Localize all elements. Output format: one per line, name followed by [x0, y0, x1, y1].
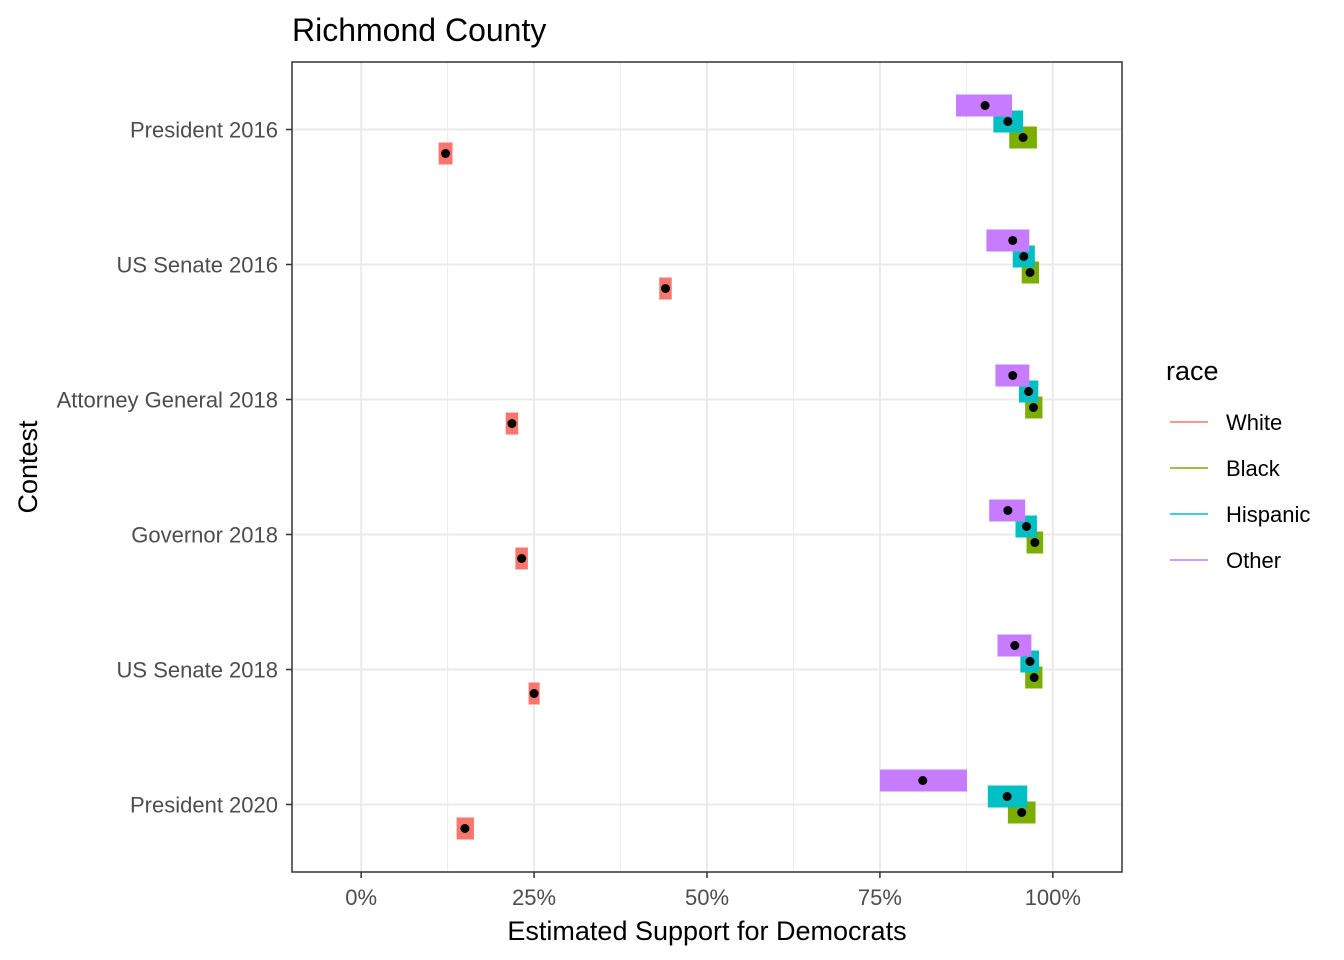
chart-marks	[438, 94, 1044, 840]
y-tick-label: Attorney General 2018	[57, 388, 278, 413]
point-estimate-other	[980, 101, 990, 110]
chart-title: Richmond County	[292, 12, 546, 48]
point-estimate-hispanic	[1024, 387, 1034, 396]
x-tick-label: 100%	[1025, 885, 1081, 910]
y-axis-title: Contest	[13, 420, 43, 514]
point-estimate-other	[1010, 641, 1020, 650]
point-estimate-black	[1025, 268, 1035, 277]
point-estimate-hispanic	[1025, 657, 1035, 666]
x-tick-label: 75%	[858, 885, 902, 910]
point-estimate-black	[1017, 808, 1027, 817]
point-estimate-white	[661, 284, 670, 293]
point-estimate-white	[441, 149, 451, 158]
point-estimate-other	[1008, 236, 1018, 245]
legend: race White Black Hispanic Other	[1166, 356, 1310, 573]
y-tick-label: US Senate 2016	[117, 253, 278, 278]
legend-label-hispanic: Hispanic	[1226, 502, 1310, 527]
point-estimate-black	[1018, 133, 1028, 142]
legend-title: race	[1166, 356, 1219, 386]
x-tick-label: 25%	[512, 885, 556, 910]
axes: 0% 25% 50% 75% 100% President 2016 US Senate 2…	[57, 118, 1081, 911]
legend-label-other: Other	[1226, 548, 1281, 573]
plot-panel	[292, 62, 1122, 872]
point-estimate-white	[529, 689, 539, 698]
x-tick-label: 0%	[345, 885, 377, 910]
point-estimate-white	[460, 824, 470, 833]
point-estimate-other	[1003, 506, 1013, 515]
y-tick-label: President 2020	[130, 793, 278, 818]
point-estimate-other	[918, 776, 928, 785]
y-tick-label: US Senate 2018	[117, 658, 278, 683]
point-estimate-other	[1008, 371, 1018, 380]
interval-bar-other	[986, 229, 1030, 252]
legend-label-black: Black	[1226, 456, 1281, 481]
point-estimate-hispanic	[1002, 792, 1012, 801]
legend-label-white: White	[1226, 410, 1282, 435]
x-tick-label: 50%	[685, 885, 729, 910]
point-estimate-white	[517, 554, 527, 563]
y-tick-label: Governor 2018	[131, 523, 278, 548]
x-axis-title: Estimated Support for Democrats	[507, 916, 906, 946]
point-estimate-black	[1028, 403, 1038, 412]
y-tick-label: President 2016	[130, 118, 278, 143]
point-estimate-hispanic	[1019, 252, 1029, 261]
point-estimate-white	[507, 419, 517, 428]
point-estimate-black	[1029, 673, 1039, 682]
point-estimate-hispanic	[1022, 522, 1032, 531]
point-estimate-hispanic	[1003, 117, 1013, 126]
point-estimate-black	[1030, 538, 1040, 547]
